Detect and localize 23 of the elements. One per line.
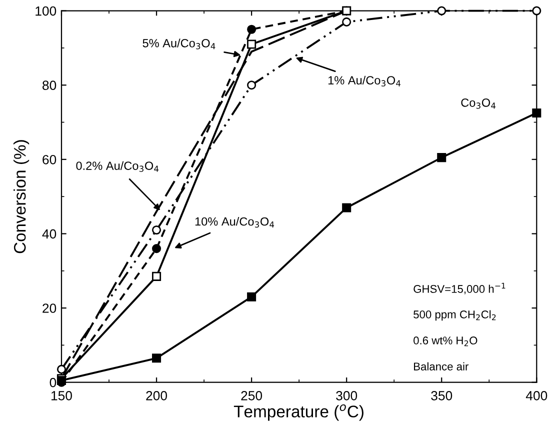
x-tick-label: 350 [431,391,452,400]
annotation: GHSV=15,000 h$^{−1}$ [414,282,506,294]
y-tick-label: 40 [42,229,56,239]
x-tick-label: 200 [146,391,168,400]
annotation: 0.6 wt% H$_{2}$O [414,336,478,346]
series-label: 0.2% Au/Co$_{3}$O$_{4}$ [76,161,159,172]
series-label: Co$_{3}$O$_{4}$ [461,98,496,109]
x-tick-label: 400 [526,391,548,400]
text: 1% Au/Co$_{3}$O$_{4}$ [328,76,401,86]
y-tick-label: 100 [36,6,56,16]
y-tick-label: 80 [42,80,56,90]
x-tick-label: 250 [241,391,262,400]
annotation: 500 ppm CH$_{2}$Cl$_{2}$ [414,310,496,321]
x-axis-title: Temperature ($^{o}$C) [234,404,364,421]
x-tick-label: 150 [51,391,72,400]
series-label: 10% Au/Co$_{3}$O$_{4}$ [195,217,274,228]
text: 5% Au/Co$_{3}$O$_{4}$ [142,38,216,50]
y-tick-label: 60 [42,154,56,164]
y-tick-label: 0 [50,378,56,388]
x-tick-label: 300 [336,391,358,400]
y-tick-label: 20 [42,304,56,313]
annotation: Balance air [414,362,469,370]
y-axis-title: Conversion (%) [14,140,30,254]
